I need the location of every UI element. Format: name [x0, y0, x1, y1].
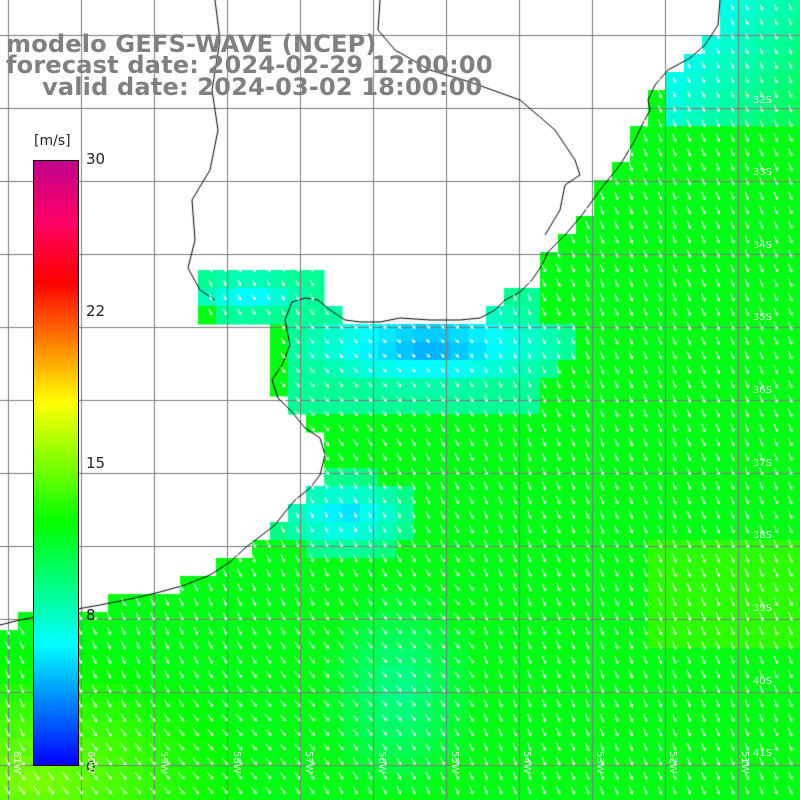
lon-label: 59W — [158, 751, 169, 774]
lon-label: 53W — [594, 751, 605, 774]
lat-label: 38S — [752, 530, 772, 541]
lat-label: 33S — [752, 167, 772, 178]
lat-label: 41S — [752, 748, 772, 759]
valid-date: valid date: 2024-03-02 18:00:00 — [42, 73, 483, 101]
lat-label: 35S — [752, 312, 772, 323]
lon-label: 52W — [667, 751, 678, 774]
lon-label: 60W — [85, 751, 96, 774]
colorbar-unit: [m/s] — [34, 133, 71, 149]
lat-label: 32S — [752, 95, 772, 106]
forecast-date: forecast date: 2024-02-29 12:00:00 — [6, 51, 493, 79]
lon-label: 54W — [521, 751, 532, 774]
lat-label: 40S — [752, 676, 772, 687]
colorbar-tick-22: 22 — [86, 302, 106, 320]
colorbar-tick-0: 0 — [86, 758, 96, 776]
colorbar-tick-15: 15 — [86, 454, 106, 472]
model-title: modelo GEFS-WAVE (NCEP) — [6, 30, 377, 58]
colorbar — [33, 160, 79, 766]
colorbar-tick-30: 30 — [86, 150, 106, 168]
lat-label: 34S — [752, 240, 772, 251]
lat-label: 39S — [752, 603, 772, 614]
lat-label: 36S — [752, 385, 772, 396]
lat-label: 37S — [752, 458, 772, 469]
lon-label: 51W — [739, 751, 750, 774]
lon-label: 56W — [376, 751, 387, 774]
lon-label: 61W — [11, 751, 22, 774]
lon-label: 58W — [231, 751, 242, 774]
lon-label: 57W — [303, 751, 314, 774]
lon-label: 55W — [449, 751, 460, 774]
colorbar-tick-8: 8 — [86, 606, 96, 624]
